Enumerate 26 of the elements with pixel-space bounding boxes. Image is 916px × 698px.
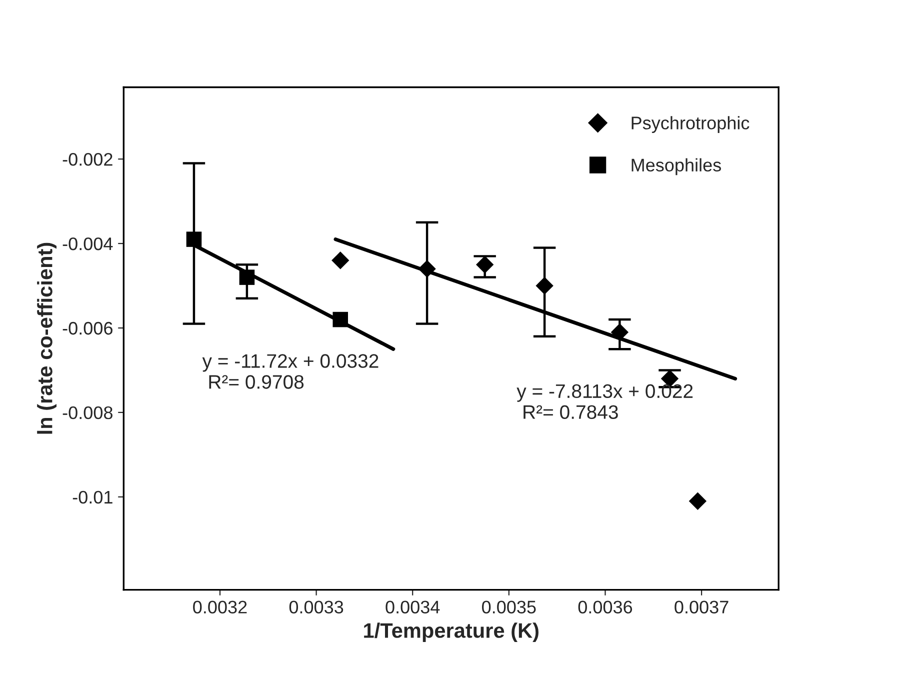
point [536,276,554,295]
point [332,252,350,270]
x-tick-label: 0.0032 [193,600,247,614]
point [610,323,629,342]
x-tick-label: 0.0035 [482,600,536,614]
y-tick-label: -0.002 [62,152,112,166]
x-tick-label: 0.0033 [289,600,344,614]
point [332,312,348,328]
point [476,256,494,274]
point [186,232,202,247]
x-axis-title: 1/Temperature (K) [364,622,538,642]
legend-label: Psychrotrophic [632,116,750,133]
annotation: y = -11.72x + 0.0332 R²= 0.9708 [202,354,378,389]
x-tick-label: 0.0037 [674,600,728,614]
y-axis-title: ln (rate co-efficient) [37,242,56,434]
legend-label: Mesophiles [632,158,721,176]
y-tick-label: -0.01 [72,490,112,504]
point [688,492,707,510]
y-tick-label: -0.008 [62,406,112,420]
y-tick-label: -0.004 [62,237,113,250]
point [239,270,255,285]
point [418,260,436,278]
x-tick-label: 0.0034 [386,600,440,614]
annotation: y = -7.8113x + 0.022 R²= 0.7843 [516,384,693,419]
x-tick-label: 0.0036 [578,600,632,614]
y-tick-label: -0.006 [62,322,112,335]
